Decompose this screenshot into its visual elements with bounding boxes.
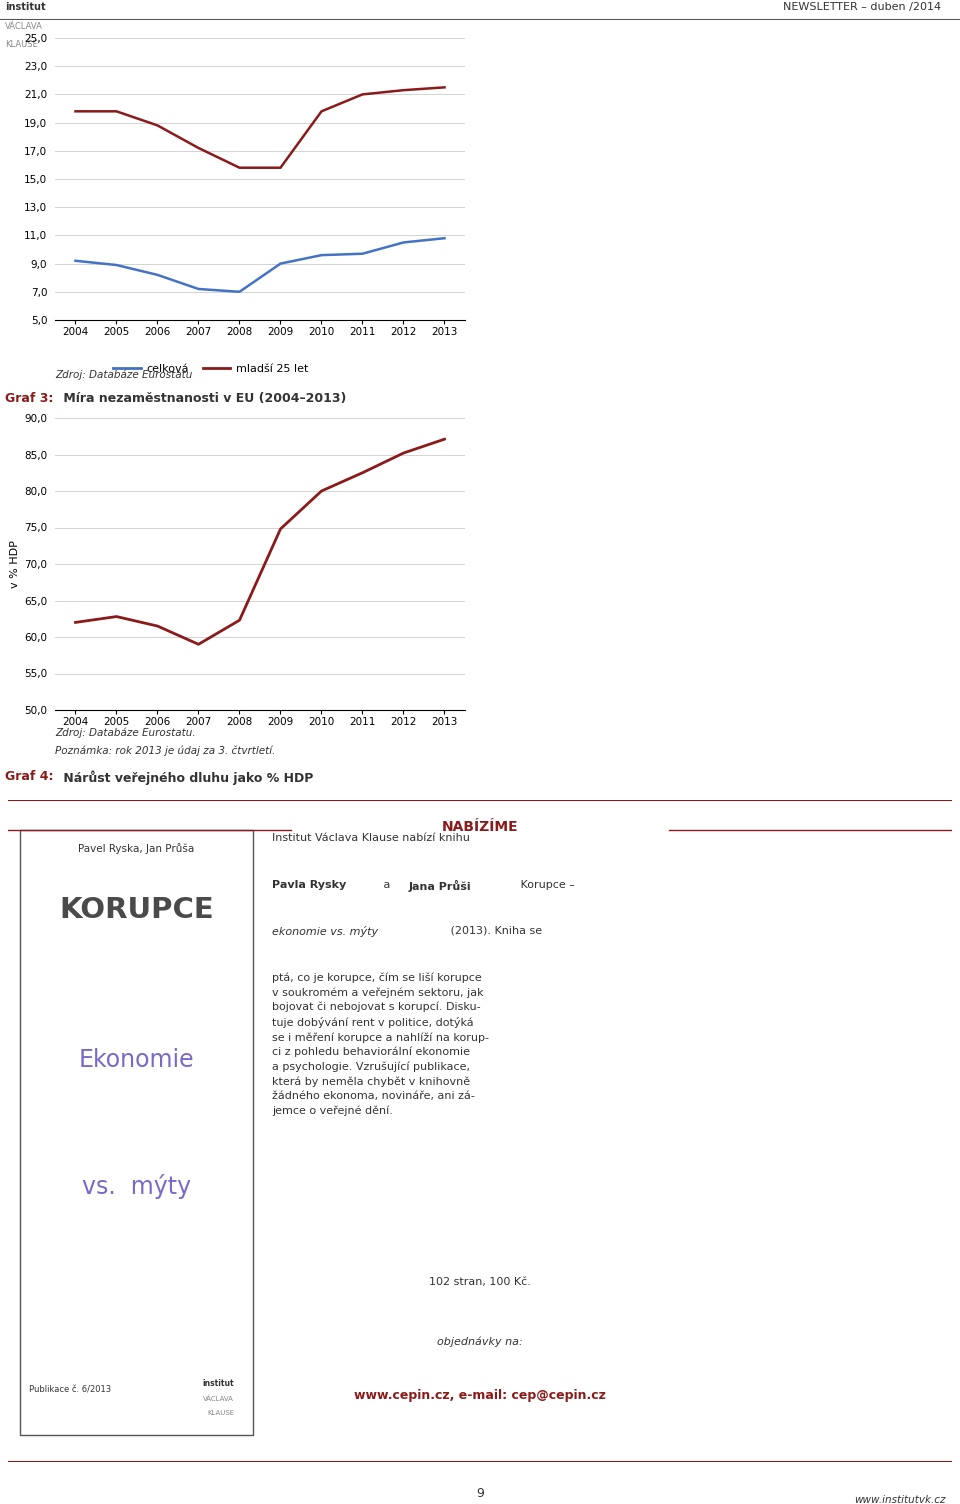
Text: Pavel Ryska, Jan Průša: Pavel Ryska, Jan Průša [79,844,195,854]
Text: ekonomie vs. mýty: ekonomie vs. mýty [272,926,378,937]
Text: Míra nezaměstnanosti v EU (2004–2013): Míra nezaměstnanosti v EU (2004–2013) [59,393,346,405]
Text: Zdroj: Databáze Eurostatu.: Zdroj: Databáze Eurostatu. [55,728,196,738]
Text: KORUPCE: KORUPCE [60,896,214,923]
Text: institut: institut [5,2,46,12]
Text: 9: 9 [476,1487,484,1499]
Text: institut: institut [203,1379,234,1388]
Legend: celková, mladší 25 let: celková, mladší 25 let [108,359,313,379]
Text: Ekonomie: Ekonomie [79,1048,194,1072]
Y-axis label: v % HDP: v % HDP [10,540,20,588]
Text: Jana Průši: Jana Průši [409,880,471,892]
Text: www.cepin.cz, e-mail: cep@cepin.cz: www.cepin.cz, e-mail: cep@cepin.cz [353,1390,606,1402]
Text: vs.  mýty: vs. mýty [82,1175,191,1199]
Text: NABÍZÍME: NABÍZÍME [442,820,518,833]
Text: KLAUSE: KLAUSE [5,41,37,50]
Text: VÁCLAVA: VÁCLAVA [5,23,43,32]
Text: Poznámka: rok 2013 je údaj za 3. čtvrtletí.: Poznámka: rok 2013 je údaj za 3. čtvrtle… [55,744,276,755]
Text: Publikace č. 6/2013: Publikace č. 6/2013 [30,1385,111,1394]
Text: KLAUSE: KLAUSE [207,1409,234,1415]
Text: VÁCLAVA: VÁCLAVA [204,1396,234,1402]
Text: www.institutvk.cz: www.institutvk.cz [854,1495,946,1504]
Text: Graf 3:: Graf 3: [5,393,53,405]
Text: NEWSLETTER – duben /2014: NEWSLETTER – duben /2014 [782,2,941,12]
Text: (2013). Kniha se: (2013). Kniha se [446,926,541,935]
FancyBboxPatch shape [20,830,253,1435]
Text: Korupce –: Korupce – [517,880,575,890]
Text: a: a [380,880,395,890]
Text: Zdroj: Databáze Eurostatu: Zdroj: Databáze Eurostatu [55,370,192,381]
Text: ptá, co je korupce, čím se liší korupce
v soukromém a veřejném sektoru, jak
bojo: ptá, co je korupce, čím se liší korupce … [272,972,489,1116]
Text: Pavla Rysky: Pavla Rysky [272,880,347,890]
Text: Nárůst veřejného dluhu jako % HDP: Nárůst veřejného dluhu jako % HDP [59,770,313,785]
Text: objednávky na:: objednávky na: [437,1336,522,1346]
Text: Graf 4:: Graf 4: [5,770,54,784]
Text: 102 stran, 100 Kč.: 102 stran, 100 Kč. [428,1277,531,1286]
Text: Institut Václava Klause nabízí knihu: Institut Václava Klause nabízí knihu [272,833,469,844]
